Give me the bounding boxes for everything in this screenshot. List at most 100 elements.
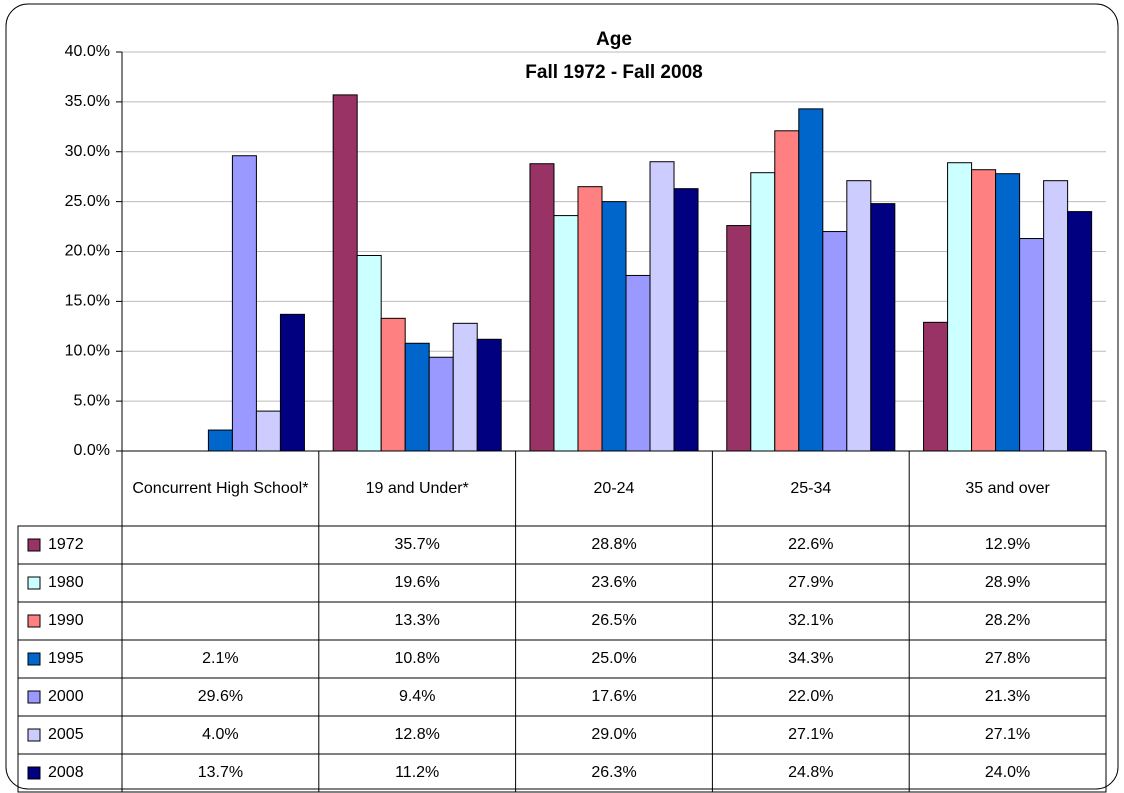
legend-key <box>27 766 41 780</box>
legend-label: 2000 <box>48 688 84 705</box>
category-cell: Concurrent High School* <box>132 479 309 497</box>
x-tick-label: 20-24 <box>593 479 635 497</box>
data-label: 29.0% <box>591 726 636 743</box>
y-tick-label: 0.0% <box>74 442 110 459</box>
data-label: 26.5% <box>591 612 636 629</box>
bar <box>625 274 651 452</box>
legend-label: 2005 <box>48 726 84 743</box>
data-label: 13.3% <box>395 612 440 629</box>
bar <box>231 155 257 452</box>
data-label: 27.1% <box>788 726 833 743</box>
data-label: 17.6% <box>591 688 636 705</box>
bar <box>380 317 406 452</box>
data-label: 25.0% <box>591 650 636 667</box>
x-tick-label: 35 and over <box>965 479 1050 497</box>
bar <box>649 161 675 452</box>
category-cell: 35 and over <box>965 479 1050 497</box>
chart-title: Age <box>596 29 632 50</box>
legend-key <box>27 614 41 628</box>
data-label: 22.0% <box>788 688 833 705</box>
bar <box>1019 238 1045 452</box>
data-label: 12.8% <box>395 726 440 743</box>
legend-label: 1990 <box>48 612 84 629</box>
legend-label: 1995 <box>48 650 84 667</box>
bar <box>332 94 358 452</box>
bar <box>428 356 454 452</box>
y-tick-label: 35.0% <box>65 93 110 110</box>
y-tick-label: 15.0% <box>65 293 110 310</box>
y-tick-label: 5.0% <box>74 392 110 409</box>
y-tick-label: 30.0% <box>65 143 110 160</box>
data-label: 23.6% <box>591 574 636 591</box>
data-label: 28.2% <box>985 612 1030 629</box>
data-label: 29.6% <box>198 688 243 705</box>
bar <box>846 180 872 452</box>
data-label: 35.7% <box>395 536 440 553</box>
bar <box>255 410 281 452</box>
bar <box>404 342 430 452</box>
y-tick-label: 25.0% <box>65 193 110 210</box>
bar <box>971 169 997 452</box>
bar <box>1043 180 1069 452</box>
data-label: 21.3% <box>985 688 1030 705</box>
bar <box>476 338 502 452</box>
data-label: 10.8% <box>395 650 440 667</box>
category-cell: 20-24 <box>593 479 635 497</box>
data-label: 32.1% <box>788 612 833 629</box>
data-label: 13.7% <box>198 764 243 781</box>
bar <box>726 225 752 452</box>
bar <box>870 203 896 452</box>
data-label: 34.3% <box>788 650 833 667</box>
data-label: 27.9% <box>788 574 833 591</box>
bar <box>553 215 579 452</box>
data-label: 27.1% <box>985 726 1030 743</box>
bar <box>452 322 478 452</box>
y-tick-label: 10.0% <box>65 342 110 359</box>
bar <box>356 254 382 452</box>
data-label: 4.0% <box>202 726 238 743</box>
bar <box>601 201 627 452</box>
bar <box>947 162 973 452</box>
bar <box>774 130 800 452</box>
data-label: 12.9% <box>985 536 1030 553</box>
x-tick-label: 19 and Under* <box>365 479 469 497</box>
bar <box>750 172 776 452</box>
chart-subtitle: Fall 1972 - Fall 2008 <box>525 62 702 83</box>
bar <box>577 186 603 452</box>
legend-key <box>27 728 41 742</box>
data-label: 24.8% <box>788 764 833 781</box>
legend-label: 1980 <box>48 574 84 591</box>
data-label: 9.4% <box>399 688 435 705</box>
data-label: 28.9% <box>985 574 1030 591</box>
x-tick-label: 25-34 <box>790 479 832 497</box>
data-label: 2.1% <box>202 650 238 667</box>
data-label: 28.8% <box>591 536 636 553</box>
legend-key <box>27 576 41 590</box>
legend-key <box>27 690 41 704</box>
data-label: 11.2% <box>395 764 439 781</box>
data-label: 26.3% <box>591 764 636 781</box>
bar <box>923 321 949 452</box>
bar <box>995 173 1021 452</box>
legend-key <box>27 538 41 552</box>
data-label: 24.0% <box>985 764 1030 781</box>
category-cell: 19 and Under* <box>365 479 469 497</box>
data-label: 22.6% <box>788 536 833 553</box>
bar <box>798 108 824 452</box>
y-tick-label: 40.0% <box>65 43 110 60</box>
bar <box>279 313 305 452</box>
data-label: 27.8% <box>985 650 1030 667</box>
data-label: 19.6% <box>395 574 440 591</box>
legend-label: 2008 <box>48 764 84 781</box>
category-cell: 25-34 <box>790 479 832 497</box>
bar <box>529 163 555 452</box>
legend-key <box>27 652 41 666</box>
x-tick-label: Concurrent High School* <box>132 479 309 497</box>
legend-label: 1972 <box>48 536 84 553</box>
bar <box>673 188 699 452</box>
y-tick-label: 20.0% <box>65 243 110 260</box>
bar <box>1067 211 1093 452</box>
bar <box>207 429 233 452</box>
bar <box>822 231 848 452</box>
